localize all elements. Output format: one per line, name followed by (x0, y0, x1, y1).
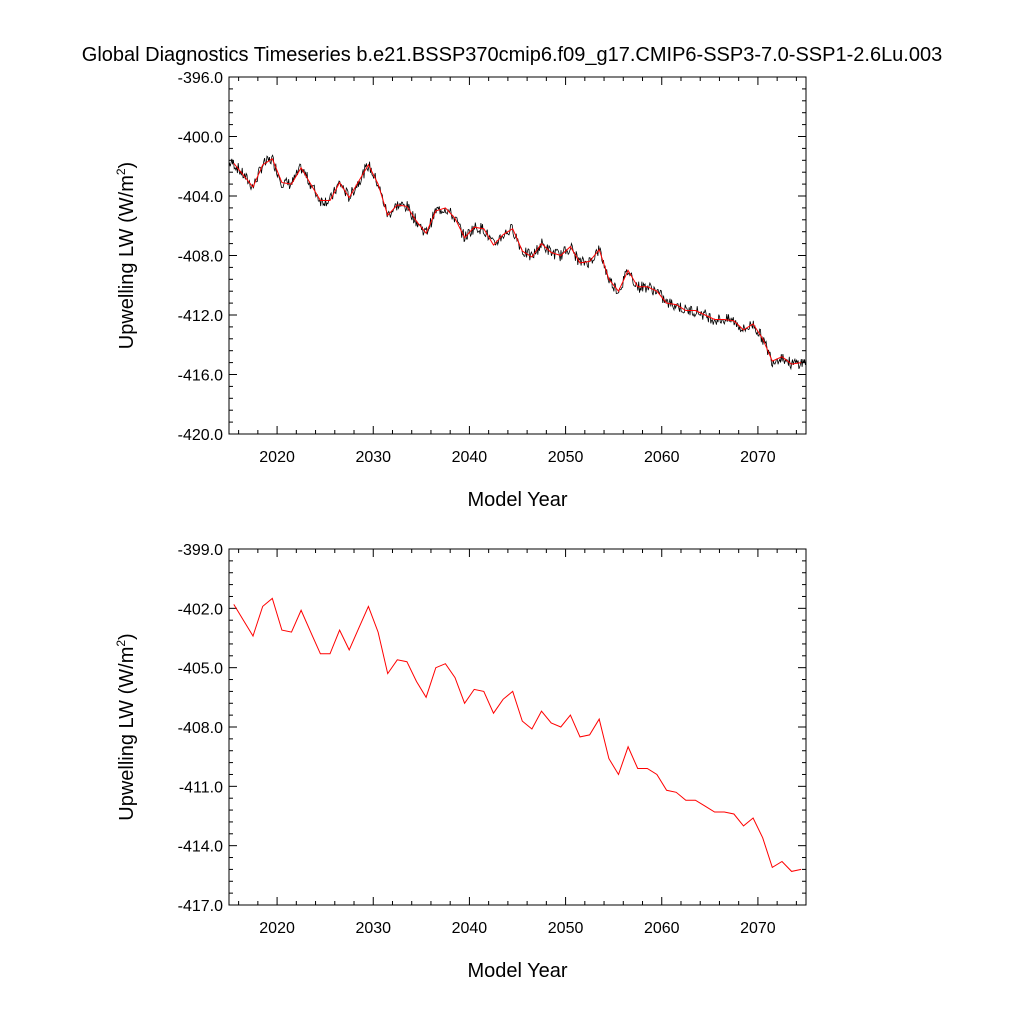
chart-title: Global Diagnostics Timeseries b.e21.BSSP… (81, 44, 943, 66)
y-tick-label: -416.0 (178, 368, 223, 385)
annual-mean-series-line (233, 158, 802, 365)
y-tick-label: -405.0 (178, 661, 223, 678)
x-tick-label: 2020 (259, 920, 295, 937)
y-tick-label: -408.0 (178, 249, 223, 266)
y-tick-label: -396.0 (178, 70, 223, 87)
plot-frame (228, 76, 807, 435)
y-tick-label: -414.0 (178, 839, 223, 856)
x-tick-label: 2030 (355, 449, 391, 466)
x-tick-label: 2060 (644, 449, 680, 466)
annual-mean-series-line (233, 597, 802, 872)
series-group (229, 154, 806, 371)
y-tick-label: -400.0 (178, 130, 223, 147)
x-axis-title: Model Year (467, 960, 567, 982)
x-tick-label: 2070 (740, 920, 776, 937)
y-tick-label: -404.0 (178, 189, 223, 206)
top-panel-monthly-and-annual: 2020 2030 2040 2050 2060 2070 -396.0 -400.0 -404… (114, 70, 807, 511)
x-tick-label: 2040 (452, 449, 488, 466)
bottom-panel-annual-mean: 2020 2030 2040 2050 2060 2070 -399.0 -402.0 -405… (114, 542, 807, 982)
y-tick-label: -417.0 (178, 898, 223, 915)
y-axis-title: Upwelling LW (W/m2) (114, 162, 138, 349)
y-axis-title: Upwelling LW (W/m2) (114, 633, 138, 820)
y-tick-label: -411.0 (179, 779, 223, 796)
y-tick-label: -412.0 (178, 308, 223, 325)
y-tick-label: -399.0 (178, 542, 223, 559)
x-tick-label: 2050 (548, 449, 584, 466)
x-tick-label: 2050 (548, 920, 584, 937)
x-tick-label: 2020 (259, 449, 295, 466)
plot-frame (228, 548, 807, 906)
series-group (233, 597, 802, 872)
x-tick-label: 2070 (740, 449, 776, 466)
x-tick-label: 2030 (355, 920, 391, 937)
monthly-series-line (229, 154, 806, 371)
y-tick-label: -420.0 (178, 427, 223, 444)
x-tick-label: 2040 (452, 920, 488, 937)
x-tick-label: 2060 (644, 920, 680, 937)
y-tick-label: -402.0 (178, 601, 223, 618)
x-axis-title: Model Year (467, 489, 567, 511)
y-tick-label: -408.0 (178, 720, 223, 737)
